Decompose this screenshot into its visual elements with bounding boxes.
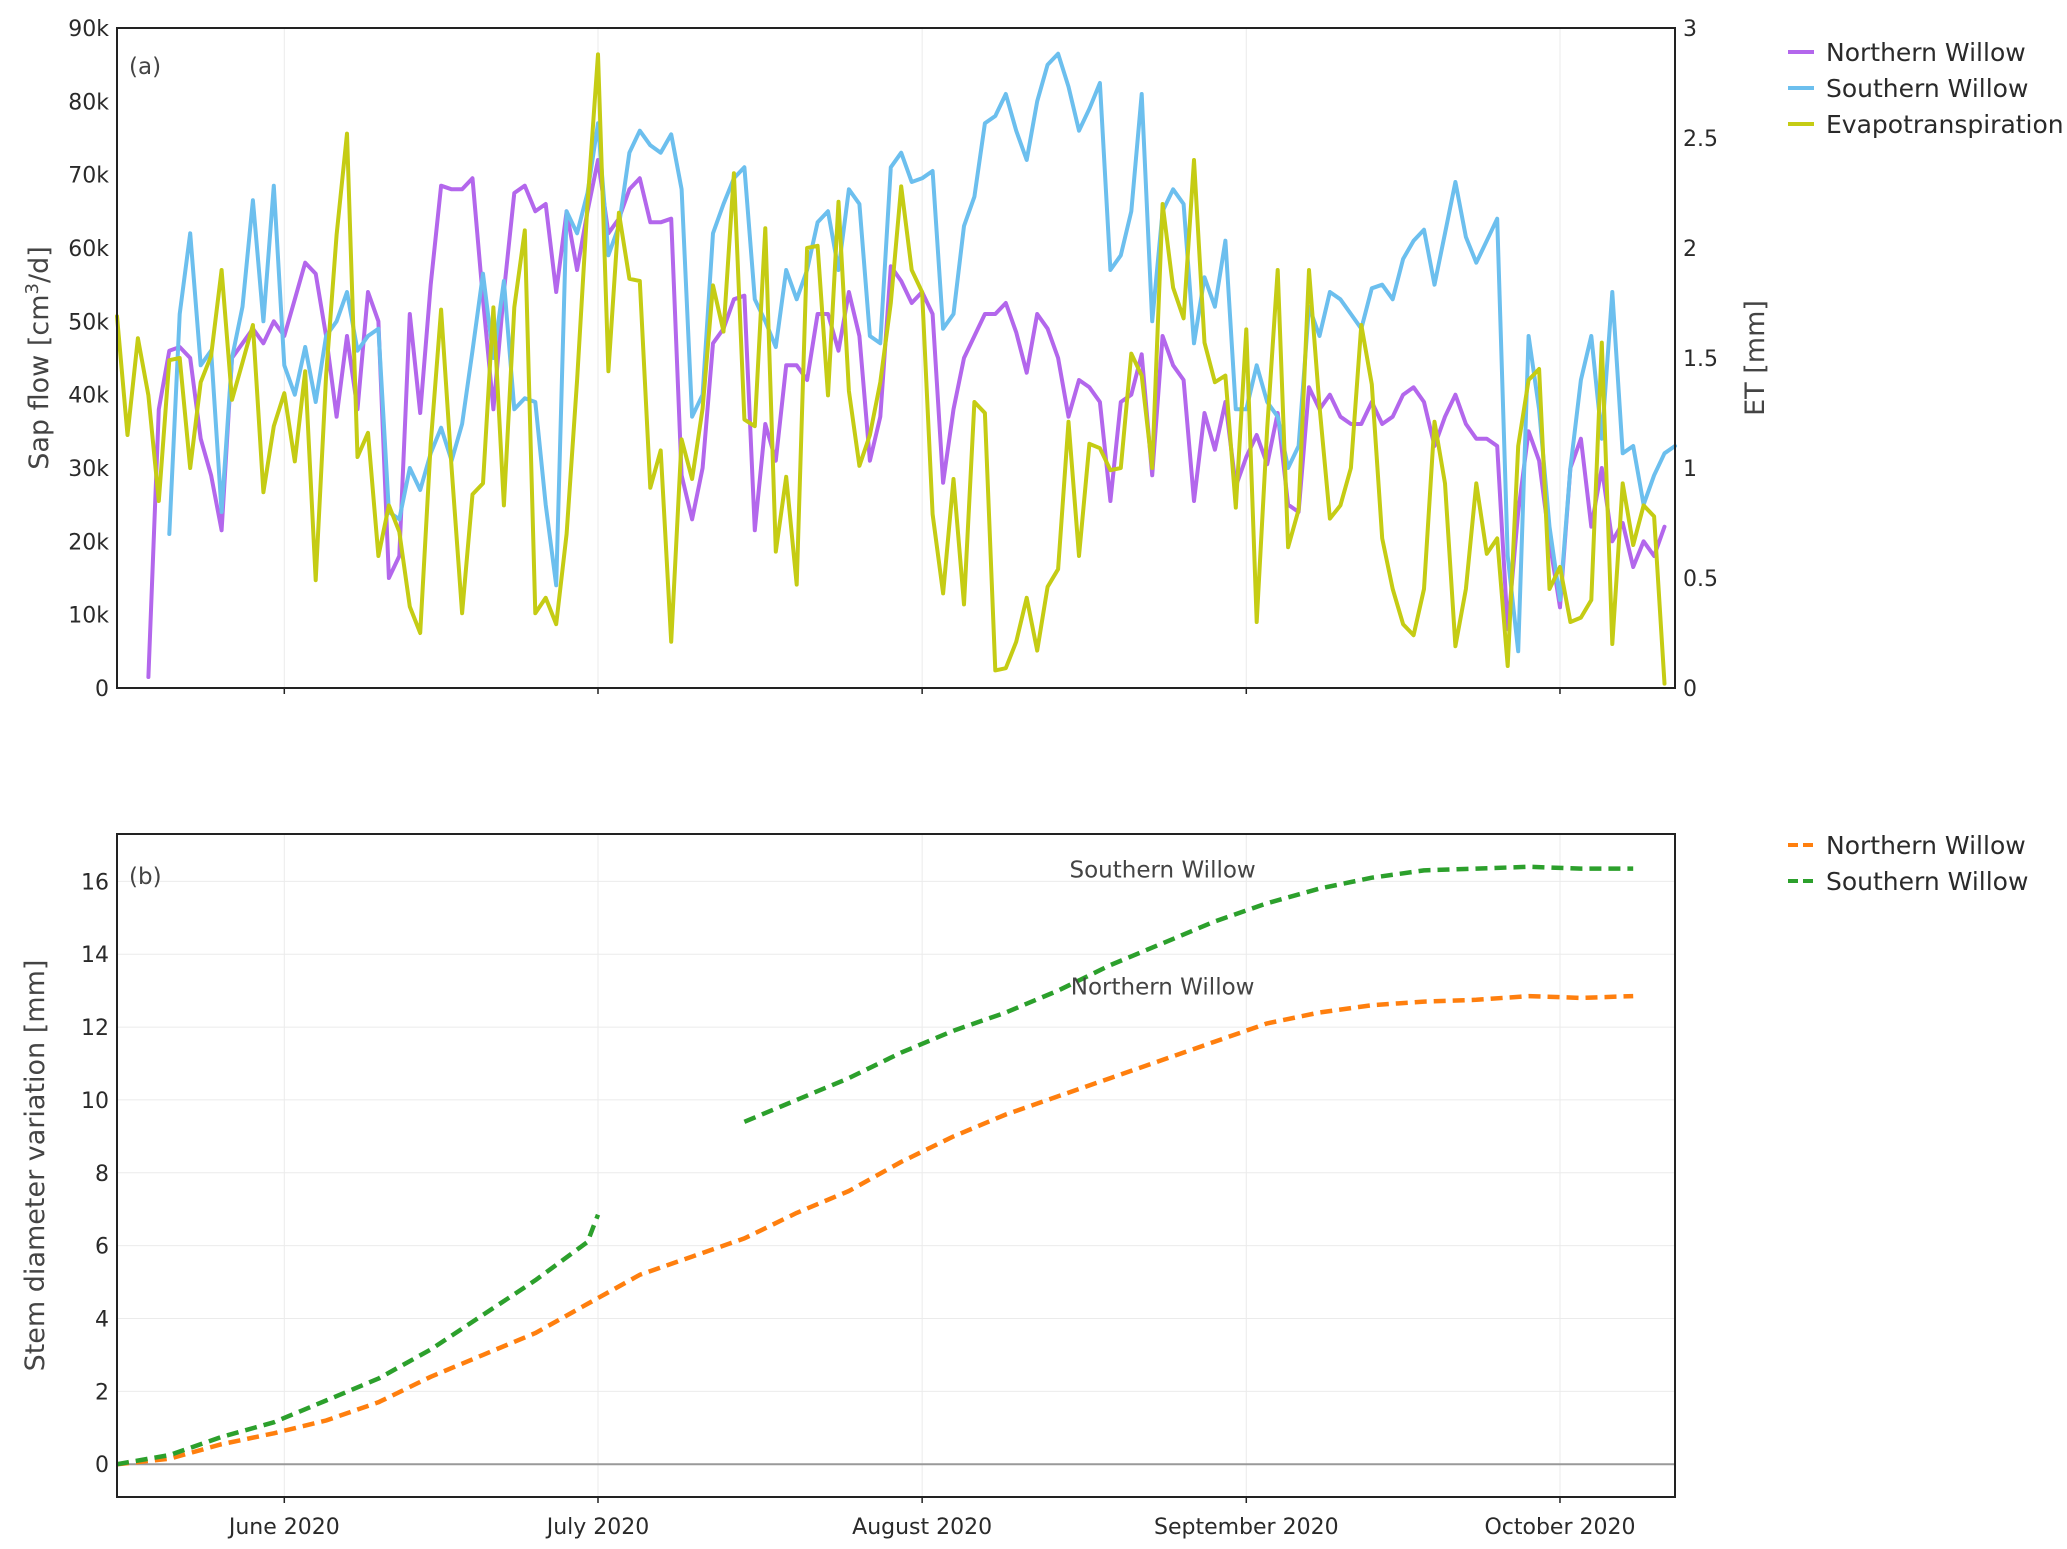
panel-a-y2-tick-label: 1 <box>1683 457 1697 482</box>
panel-b-legend[interactable]: Northern Willow Southern Willow <box>1788 831 2028 896</box>
panel-b-y-tick-label: 12 <box>81 1016 109 1041</box>
panel-b-ticks: June 2020 July 2020 August 2020 September 2… <box>81 870 1635 1540</box>
y-axis-title-tail: /d] <box>24 246 55 283</box>
panel-b-series-lines <box>116 864 1634 1467</box>
panel-a-y-tick-label: 40k <box>68 384 109 409</box>
panel-a-y2-tick-label: 1.5 <box>1683 347 1718 372</box>
panel-a-y-axis-title: Sap flow [cm3/d] <box>22 246 55 470</box>
panel-b-stem-diameter: June 2020 July 2020 August 2020 September 2… <box>20 831 2028 1540</box>
panel-a-y2-tick-label: 2.5 <box>1683 127 1718 152</box>
panel-a-y-tick-label: 90k <box>68 17 109 42</box>
panel-b-y-tick-label: 10 <box>81 1089 109 1114</box>
panel-a-legend-item-northern-willow[interactable]: Northern Willow <box>1788 38 2026 67</box>
panel-a-legend-label-evapotranspiration: Evapotranspiration <box>1826 110 2064 139</box>
panel-a-legend-label-southern-willow: Southern Willow <box>1826 74 2028 103</box>
panel-b-series-line-northern-willow <box>116 993 1634 1467</box>
panel-a-legend[interactable]: Northern Willow Southern Willow Evapotrans… <box>1788 38 2064 139</box>
panel-b-annotation-northern-willow: Northern Willow <box>1071 974 1255 1000</box>
panel-a-y2-tick-label: 2 <box>1683 237 1697 262</box>
panel-a-y2-tick-label: 0.5 <box>1683 567 1718 592</box>
y-axis-title-main: Sap flow [cm <box>24 294 55 469</box>
panel-b-x-tick-label: October 2020 <box>1484 1515 1635 1540</box>
panel-b-annotation-southern-willow: Southern Willow <box>1070 858 1256 884</box>
panel-a-sap-flow-et: 0 10k 20k 30k 40k 50k 60k 70k 80k 90k 0 0.5 1 1.5 2 2.5… <box>22 17 2064 702</box>
panel-b-y-tick-label: 2 <box>95 1380 109 1405</box>
panel-b-legend-item-northern-willow[interactable]: Northern Willow <box>1788 831 2026 860</box>
panel-a-series-line-southern-willow <box>167 51 1677 654</box>
panel-a-legend-label-northern-willow: Northern Willow <box>1826 38 2026 67</box>
panel-b-annotations: Southern Willow Northern Willow <box>1070 858 1256 1001</box>
panel-a-y2-tick-label: 3 <box>1683 17 1697 42</box>
panel-b-gridlines <box>117 834 1675 1497</box>
panel-a-label: (a) <box>129 54 161 80</box>
panel-a-frame <box>116 27 1676 689</box>
panel-a-series-line-evapotranspiration <box>115 52 1667 686</box>
panel-a-y-tick-label: 20k <box>68 530 109 555</box>
panel-a-legend-item-evapotranspiration[interactable]: Evapotranspiration <box>1788 110 2064 139</box>
panel-b-legend-label-northern-willow: Northern Willow <box>1826 831 2026 860</box>
panel-b-x-tick-label: July 2020 <box>545 1515 650 1540</box>
panel-b-frame <box>116 833 1676 1498</box>
panel-b-series-line-southern-willow-segment-2 <box>743 864 1634 1124</box>
panel-b-y-tick-label: 4 <box>95 1308 109 1333</box>
panel-a-y-tick-label: 10k <box>68 604 109 629</box>
panel-b-x-tick-label: September 2020 <box>1154 1515 1339 1540</box>
y-axis-title-superscript: 3 <box>22 283 43 294</box>
panel-a-y-tick-label: 50k <box>68 310 109 335</box>
panel-a-ticks: 0 10k 20k 30k 40k 50k 60k 70k 80k 90k 0 0.5 1 1.5 2 2.5… <box>68 17 1718 702</box>
panel-a-series-lines <box>115 51 1677 686</box>
panel-a-y2-axis-title: ET [mm] <box>1740 300 1771 416</box>
panel-b-label: (b) <box>129 864 162 890</box>
panel-a-y-tick-label: 30k <box>68 457 109 482</box>
panel-b-y-axis-title: Stem diameter variation [mm] <box>20 960 51 1372</box>
panel-a-y-tick-label: 80k <box>68 90 109 115</box>
panel-b-legend-item-southern-willow[interactable]: Southern Willow <box>1788 867 2028 896</box>
panel-a-legend-item-southern-willow[interactable]: Southern Willow <box>1788 74 2028 103</box>
panel-b-x-tick-label: June 2020 <box>227 1515 340 1540</box>
panel-b-y-tick-label: 16 <box>81 870 109 895</box>
panel-b-series-line-southern-willow-segment-1 <box>116 1213 601 1467</box>
panel-b-y-tick-label: 14 <box>81 943 109 968</box>
panel-a-y-tick-label: 0 <box>95 677 109 702</box>
panel-b-x-tick-label: August 2020 <box>852 1515 992 1540</box>
panel-a-y2-tick-label: 0 <box>1683 677 1697 702</box>
panel-b-legend-label-southern-willow: Southern Willow <box>1826 867 2028 896</box>
panel-b-y-tick-label: 0 <box>95 1453 109 1478</box>
panel-b-y-tick-label: 8 <box>95 1162 109 1187</box>
panel-a-y-tick-label: 70k <box>68 164 109 189</box>
panel-b-y-tick-label: 6 <box>95 1235 109 1260</box>
panel-a-y-tick-label: 60k <box>68 237 109 262</box>
